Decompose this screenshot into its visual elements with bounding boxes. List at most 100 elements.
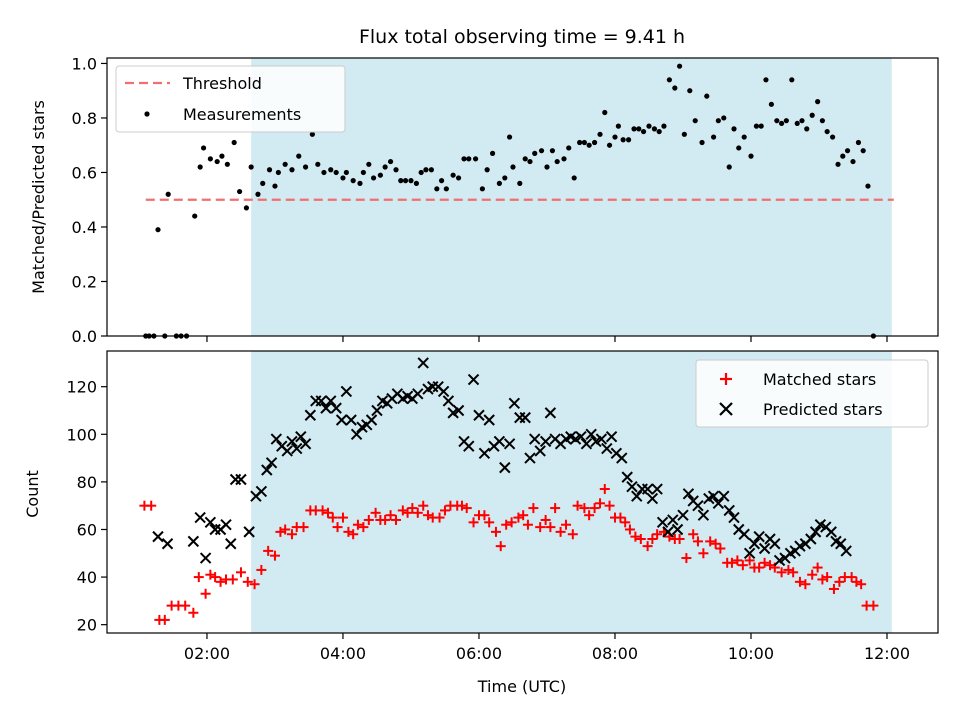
matched-star-point <box>479 510 490 521</box>
matched-star-point <box>317 505 328 516</box>
matched-star-point <box>210 572 221 583</box>
y-tick-label: 0.4 <box>72 218 97 237</box>
predicted-star-point <box>325 395 337 407</box>
predicted-star-point <box>646 492 659 505</box>
matched-star-point <box>604 500 615 511</box>
measurement-point <box>522 156 528 162</box>
matched-star-point <box>484 517 495 528</box>
measurement-point <box>224 161 230 167</box>
predicted-star-point <box>255 485 268 498</box>
matched-star-point <box>635 534 646 544</box>
measurement-point <box>443 186 449 192</box>
matched-star-point <box>263 545 274 556</box>
matched-star-point <box>352 519 363 530</box>
measurement-point <box>207 156 213 162</box>
matched-star-point <box>846 572 857 583</box>
predicted-star-point <box>229 473 242 486</box>
panel-count: 20 40 60 80 100 120 02:00 04:00 06:00 08:00 10:00… <box>23 350 939 696</box>
predicted-star-point <box>417 357 429 369</box>
measurement-point <box>715 118 721 124</box>
measurement-point <box>255 191 261 197</box>
measurement-point <box>591 139 598 146</box>
predicted-star-point <box>442 395 455 407</box>
measurement-point <box>783 118 789 124</box>
predicted-star-point <box>204 516 217 529</box>
predicted-star-point <box>365 414 378 426</box>
panel-ratio: 0.0 0.2 0.4 0.6 0.8 1.0 Matched/Predicted sta… <box>29 54 939 346</box>
predicted-star-point <box>437 385 450 398</box>
predicted-star-point <box>452 404 465 417</box>
matched-star-point <box>370 507 381 518</box>
measurement-point <box>681 131 687 137</box>
y-axis-label-top: Matched/Predicted stars <box>29 100 48 294</box>
predicted-star-point <box>697 509 710 521</box>
matched-star-point <box>726 557 737 568</box>
measurement-point <box>408 178 414 184</box>
predicted-star-point <box>825 526 837 538</box>
x-axis-label: Time (UTC) <box>477 677 566 696</box>
measurement-point <box>472 156 479 162</box>
measurement-point <box>606 142 613 148</box>
measurement-point <box>656 128 662 135</box>
matched-star-point <box>286 529 297 540</box>
y-tick-label: 80 <box>77 473 97 492</box>
measurement-point <box>260 180 266 186</box>
measurement-point <box>824 128 830 135</box>
measurement-point <box>789 77 795 83</box>
measurement-point <box>360 169 366 176</box>
measurement-point <box>428 167 434 173</box>
predicted-star-point <box>641 483 654 495</box>
matched-star-point <box>235 567 246 578</box>
predicted-star-point <box>656 516 669 529</box>
matched-star-point <box>518 510 529 521</box>
matched-star-point <box>528 503 539 514</box>
measurement-point <box>597 131 603 137</box>
predicted-star-point <box>626 480 638 493</box>
matched-star-point <box>800 579 811 590</box>
predicted-star-point <box>723 504 735 517</box>
measurement-point <box>289 167 295 173</box>
measurement-point <box>192 213 198 219</box>
predicted-star-point <box>534 445 546 457</box>
predicted-star-point <box>493 435 506 448</box>
measurement-point <box>726 164 732 170</box>
x-tick-label: 02:00 <box>184 644 230 663</box>
matched-star-point <box>788 567 799 578</box>
legend-matched-label: Matched stars <box>763 370 876 389</box>
matched-star-point <box>681 553 692 564</box>
measurement-point <box>357 180 363 186</box>
y-tick-label: 120 <box>66 378 97 397</box>
predicted-star-point <box>281 445 293 457</box>
measurement-point <box>272 183 278 189</box>
predicted-star-point <box>478 447 491 460</box>
matched-star-point <box>589 503 600 514</box>
legend-bottom: Matched stars Predicted stars <box>695 359 929 428</box>
measurement-point <box>200 145 207 151</box>
matched-star-point <box>337 512 348 523</box>
measurement-point <box>309 131 315 137</box>
measurement-point <box>699 139 705 146</box>
measurement-point <box>687 88 693 94</box>
measurement-point <box>860 148 866 154</box>
matched-star-point <box>490 526 501 537</box>
measurement-point <box>340 175 346 181</box>
predicted-star-point <box>265 457 278 469</box>
matched-star-point <box>280 524 291 535</box>
y-tick-label: 0.0 <box>72 327 97 346</box>
predicted-star-point <box>463 440 475 452</box>
matched-star-point <box>698 548 709 559</box>
measurement-point <box>636 126 642 132</box>
matched-star-point <box>540 514 551 525</box>
matched-star-point <box>642 541 653 552</box>
matched-star-point <box>327 512 338 523</box>
measurement-point <box>646 123 652 129</box>
y-tick-label: 40 <box>77 568 97 587</box>
matched-star-point <box>822 572 833 583</box>
predicted-star-point <box>718 490 730 502</box>
predicted-star-point <box>707 490 720 502</box>
measurement-point <box>753 123 760 129</box>
measurement-point <box>423 167 429 173</box>
matched-star-point <box>599 484 610 495</box>
measurement-point <box>704 93 710 99</box>
predicted-star-point <box>769 538 781 550</box>
